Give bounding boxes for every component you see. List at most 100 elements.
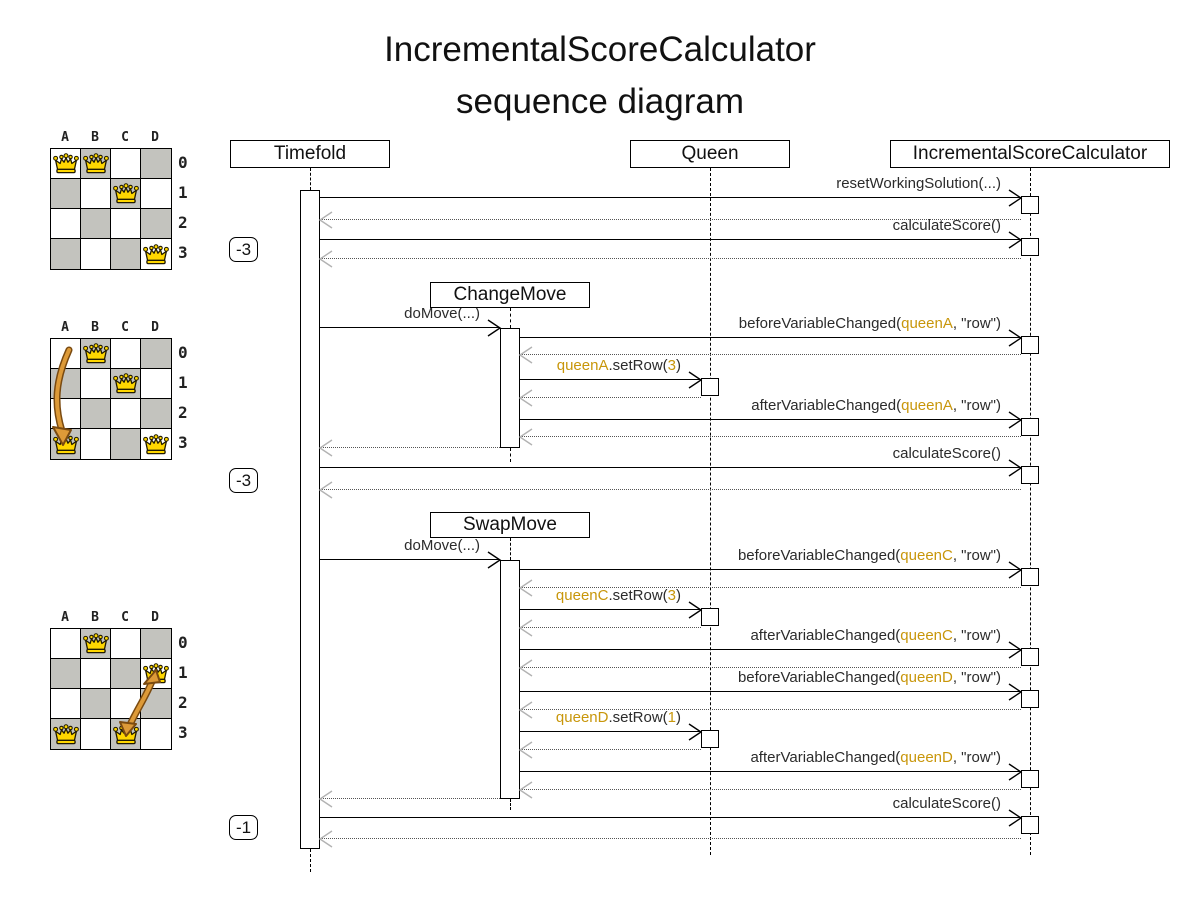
chessboard-after-swapmove: A B C D 0 1 2 3 (50, 610, 260, 775)
col-label: B (91, 320, 99, 335)
message-label-accent-segment: queenA (556, 357, 609, 374)
board-cell (51, 369, 81, 399)
col-label: C (121, 610, 129, 625)
message-label-segment: resetWorkingSolution(...) (836, 175, 1001, 192)
lifeline (310, 849, 311, 872)
board-cell (141, 689, 171, 719)
return-line (320, 447, 500, 448)
message-line (320, 327, 500, 328)
return-arrowhead-icon (318, 830, 333, 848)
board-cell (141, 149, 171, 179)
activation-square (1021, 816, 1039, 834)
activation-bar-swapmove (500, 560, 520, 799)
message-label-segment: afterVariableChanged( (750, 749, 901, 766)
message-line (520, 337, 1021, 338)
activation-square (701, 608, 719, 626)
board-cell (141, 339, 171, 369)
message-label-segment: afterVariableChanged( (751, 397, 902, 414)
activation-square (1021, 336, 1039, 354)
board-cell (51, 689, 81, 719)
message-label-segment: calculateScore() (892, 795, 1001, 812)
return-line (320, 219, 1021, 220)
queen-icon (112, 723, 139, 744)
score-badge: -3 (229, 237, 259, 262)
message-label-accent-segment: 3 (667, 357, 676, 374)
queen-icon (82, 633, 109, 654)
message-label-segment: , "row") (952, 627, 1001, 644)
return-arrowhead-icon (318, 211, 333, 229)
board-cell (111, 719, 141, 749)
return-line (520, 354, 1021, 355)
board-cell (81, 149, 111, 179)
return-line (520, 436, 1021, 437)
board-cell (111, 399, 141, 429)
message-line (520, 379, 701, 380)
message-label: calculateScore() (893, 445, 1001, 462)
board-cell (141, 719, 171, 749)
return-arrowhead-icon (318, 439, 333, 457)
message-line (520, 419, 1021, 420)
message-label: beforeVariableChanged(queenC, "row") (738, 547, 1001, 564)
message-label-segment: .setRow( (608, 587, 668, 604)
row-label: 1 (178, 663, 188, 682)
message-line (320, 817, 1021, 818)
activation-square (1021, 690, 1039, 708)
call-arrowhead-icon (1008, 561, 1023, 579)
move-box-changemove: ChangeMove (430, 282, 590, 308)
board-grid (50, 338, 172, 460)
col-label: C (121, 320, 129, 335)
call-arrowhead-icon (1008, 411, 1023, 429)
message-line (320, 559, 500, 560)
participant-box-queen: Queen (630, 140, 790, 168)
message-label-segment: doMove(...) (404, 305, 480, 322)
message-label: afterVariableChanged(queenA, "row") (751, 397, 1001, 414)
return-line (320, 258, 1021, 259)
board-cell (51, 659, 81, 689)
message-label-segment: afterVariableChanged( (750, 627, 901, 644)
call-arrowhead-icon (1008, 763, 1023, 781)
board-cell (81, 399, 111, 429)
queen-icon (112, 373, 139, 394)
return-line (320, 798, 500, 799)
board-cell (111, 659, 141, 689)
message-line (520, 771, 1021, 772)
message-label-accent-segment: queenC (555, 587, 609, 604)
call-arrowhead-icon (1008, 329, 1023, 347)
board-cell (141, 179, 171, 209)
message-label-accent-segment: queenA (901, 397, 953, 414)
return-line (520, 789, 1021, 790)
message-label: afterVariableChanged(queenD, "row") (750, 749, 1001, 766)
queen-icon (52, 153, 79, 174)
row-label: 0 (178, 633, 188, 652)
return-line (320, 838, 1021, 839)
activation-square (1021, 466, 1039, 484)
board-cell (141, 369, 171, 399)
board-cell (111, 689, 141, 719)
board-cell (111, 339, 141, 369)
col-label: B (91, 610, 99, 625)
call-arrowhead-icon (1008, 189, 1023, 207)
participant-box-isc: IncrementalScoreCalculator (890, 140, 1170, 168)
board-grid (50, 148, 172, 270)
board-cell (111, 149, 141, 179)
board-cell (51, 719, 81, 749)
board-cell (81, 719, 111, 749)
message-label: resetWorkingSolution(...) (836, 175, 1001, 192)
board-cell (81, 339, 111, 369)
diagram-title: IncrementalScoreCalculator sequence diag… (0, 24, 1200, 128)
call-arrowhead-icon (1008, 683, 1023, 701)
row-label: 3 (178, 433, 188, 452)
message-label: queenA.setRow(3) (557, 357, 681, 374)
message-label-segment: ) (676, 587, 681, 604)
return-line (320, 489, 1021, 490)
message-label-segment: , "row") (952, 547, 1001, 564)
return-arrowhead-icon (518, 619, 533, 637)
board-cell (111, 179, 141, 209)
col-label: C (121, 130, 129, 145)
message-label: beforeVariableChanged(queenD, "row") (738, 669, 1001, 686)
message-label-accent-segment: 3 (667, 587, 676, 604)
board-cell (141, 399, 171, 429)
call-arrowhead-icon (1008, 231, 1023, 249)
col-label: D (151, 610, 159, 625)
queen-icon (143, 433, 169, 454)
